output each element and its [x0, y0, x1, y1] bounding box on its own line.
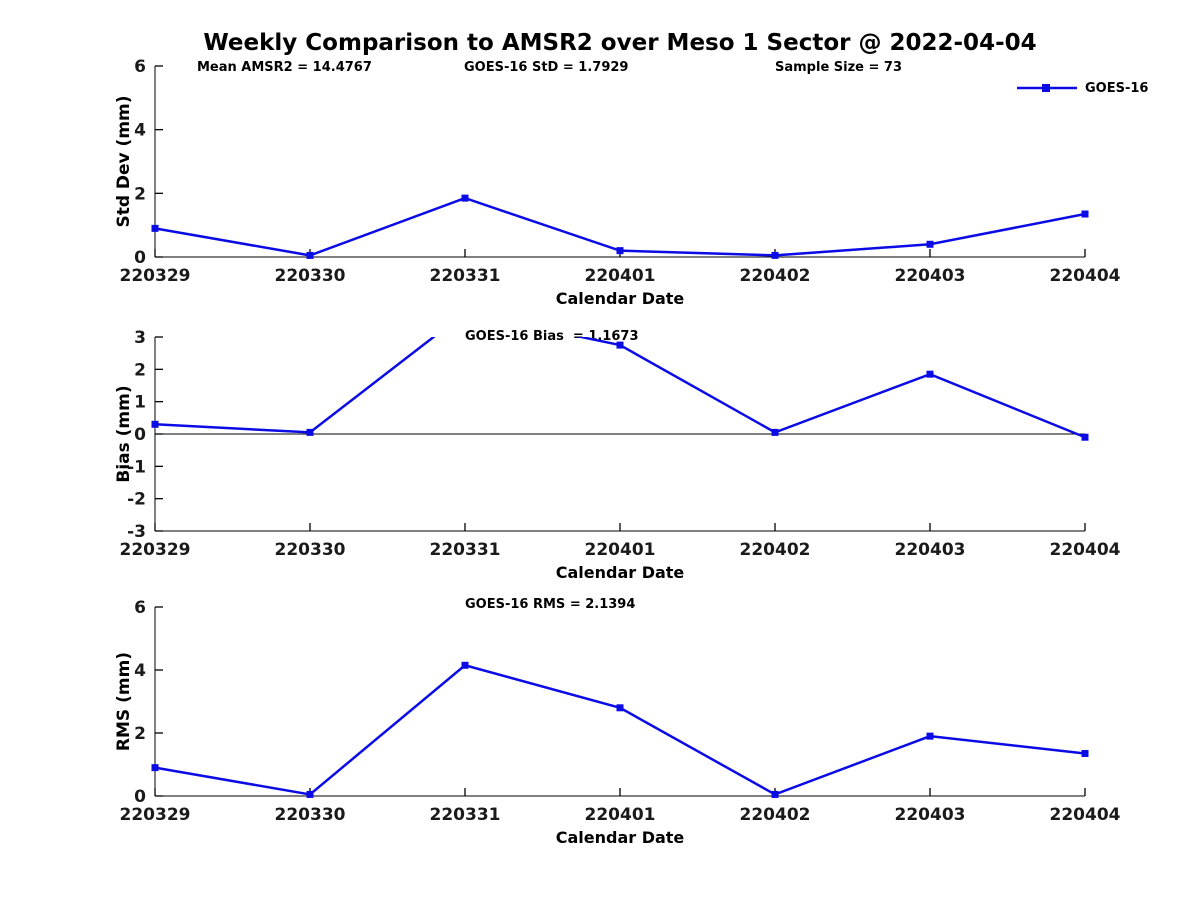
y-tick-label: 2 — [134, 724, 146, 744]
x-tick-label: 220330 — [275, 266, 346, 286]
figure-title: Weekly Comparison to AMSR2 over Meso 1 S… — [203, 30, 1037, 56]
data-point-marker — [1081, 210, 1089, 218]
x-axis-label: Calendar Date — [556, 289, 685, 308]
annotation-goes16-std: GOES-16 StD = 1.7929 — [464, 60, 629, 75]
y-tick-label: 2 — [134, 184, 146, 204]
x-tick-label: 220401 — [585, 266, 656, 286]
x-tick-label: 220329 — [120, 540, 191, 560]
x-tick-label: 220401 — [585, 540, 656, 560]
data-point-marker — [461, 661, 469, 669]
x-tick-label: 220330 — [275, 540, 346, 560]
annotation-sample-size: Sample Size = 73 — [775, 60, 903, 75]
data-point-marker — [151, 420, 159, 428]
data-point-marker — [771, 790, 779, 798]
data-point-marker — [926, 732, 934, 740]
x-tick-label: 220329 — [120, 805, 191, 825]
stddev-plot: 0 2 4 6 220329 220330 220331 220401 220402 220403… — [114, 57, 1121, 308]
x-tick-label: 220402 — [740, 540, 811, 560]
data-point-marker — [771, 428, 779, 436]
x-tick-label: 220402 — [740, 805, 811, 825]
stddev-goes16-line — [154, 196, 1086, 257]
y-tick-label: 0 — [134, 248, 146, 268]
data-point-marker — [616, 247, 624, 255]
y-tick-label: 4 — [134, 121, 146, 141]
data-point-marker — [926, 240, 934, 248]
x-tick-label: 220404 — [1050, 540, 1121, 560]
x-tick-label: 220403 — [895, 805, 966, 825]
y-tick-label: 6 — [134, 598, 146, 618]
y-tick-label: -2 — [127, 490, 146, 510]
y-tick-label: -3 — [127, 522, 146, 542]
legend: GOES-16 — [1016, 80, 1149, 96]
data-point-marker — [926, 370, 934, 378]
x-tick-label: 220331 — [430, 805, 501, 825]
bias-plot: -3 -2 -1 0 1 2 3 220329 220330 220331 220401 220402… — [114, 309, 1121, 582]
data-point-marker — [1081, 433, 1089, 441]
data-point-marker — [616, 341, 624, 349]
data-point-marker — [461, 194, 469, 202]
y-tick-label: 2 — [134, 360, 146, 380]
y-axis-label: Std Dev (mm) — [114, 95, 134, 227]
rms-plot: 0 2 4 6 220329 220330 220331 220401 220402 220403… — [114, 598, 1121, 847]
y-tick-label: 1 — [134, 393, 146, 413]
annotation-goes16-bias: GOES-16 Bias = 1.1673 — [465, 329, 639, 344]
data-point-marker — [306, 251, 314, 259]
y-tick-label: 3 — [134, 328, 146, 348]
annotation-mean-amsr2: Mean AMSR2 = 14.4767 — [197, 60, 372, 75]
y-tick-label: 4 — [134, 661, 146, 681]
rms-series-group — [151, 661, 1089, 798]
annotation-goes16-rms: GOES-16 RMS = 2.1394 — [465, 597, 636, 612]
data-point-marker — [306, 790, 314, 798]
x-tick-label: 220404 — [1050, 266, 1121, 286]
bias-series-group — [151, 309, 1089, 441]
y-tick-label: 0 — [134, 787, 146, 807]
x-tick-label: 220329 — [120, 266, 191, 286]
x-tick-label: 220402 — [740, 266, 811, 286]
x-tick-label: 220403 — [895, 266, 966, 286]
data-point-marker — [1081, 749, 1089, 757]
bias-goes16-line — [154, 337, 1086, 439]
data-point-marker — [771, 251, 779, 259]
legend-label: GOES-16 — [1085, 80, 1149, 96]
x-tick-label: 220403 — [895, 540, 966, 560]
data-point-marker — [151, 764, 159, 772]
x-tick-label: 220330 — [275, 805, 346, 825]
stddev-series-group — [151, 194, 1089, 259]
legend-line-sample-icon — [1017, 84, 1077, 92]
x-tick-label: 220331 — [430, 540, 501, 560]
x-tick-label: 220404 — [1050, 805, 1121, 825]
y-axis-label: Bias (mm) — [114, 385, 134, 482]
rms-goes16-line — [154, 663, 1086, 796]
x-tick-label: 220401 — [585, 805, 656, 825]
y-tick-label: 0 — [134, 425, 146, 445]
data-point-marker — [462, 309, 469, 316]
y-axis-label: RMS (mm) — [114, 652, 134, 751]
y-tick-label: -1 — [127, 457, 146, 477]
data-point-marker — [306, 428, 314, 436]
y-tick-label: 6 — [134, 57, 146, 77]
x-tick-label: 220331 — [430, 266, 501, 286]
data-point-marker — [151, 224, 159, 232]
data-point-marker — [616, 704, 624, 712]
x-axis-label: Calendar Date — [556, 828, 685, 847]
x-axis-label: Calendar Date — [556, 563, 685, 582]
